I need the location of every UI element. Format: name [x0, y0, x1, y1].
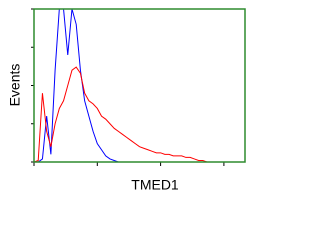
histogram-line	[34, 8, 241, 163]
y-axis-label: Events	[7, 64, 23, 107]
histogram-line	[33, 66, 241, 163]
chart: Events TMED1	[7, 8, 246, 193]
x-axis-label: TMED1	[131, 177, 179, 193]
page: {"chart_data": {"type": "line", "ylabel"…	[6, 8, 246, 193]
plot-frame	[33, 8, 246, 163]
